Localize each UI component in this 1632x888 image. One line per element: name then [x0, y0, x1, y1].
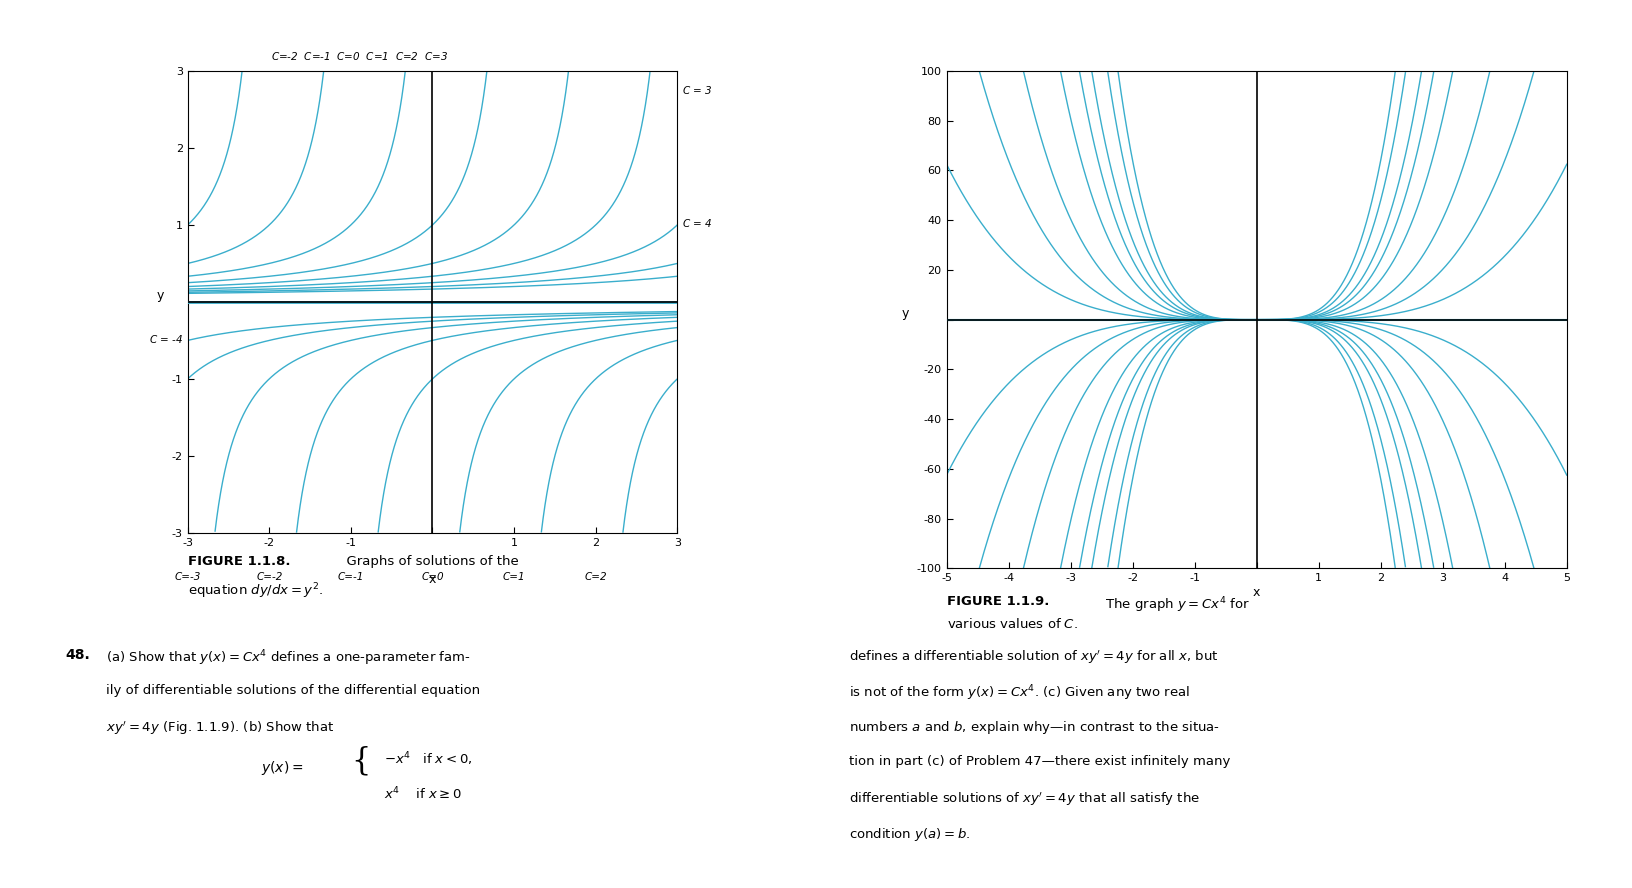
Text: $C$ = 4: $C$ = 4	[682, 218, 713, 229]
Text: $C$=-2  $C$=-1  $C$=0  $C$=1  $C$=2  $C$=3: $C$=-2 $C$=-1 $C$=0 $C$=1 $C$=2 $C$=3	[271, 50, 447, 62]
Text: 48.: 48.	[65, 648, 90, 662]
X-axis label: x: x	[1253, 586, 1260, 599]
Text: differentiable solutions of $xy' = 4y$ that all satisfy the: differentiable solutions of $xy' = 4y$ t…	[849, 790, 1200, 808]
Text: FIGURE 1.1.8.: FIGURE 1.1.8.	[188, 555, 290, 568]
Text: Graphs of solutions of the: Graphs of solutions of the	[338, 555, 519, 568]
Text: is not of the form $y(x) = Cx^4$. (c) Given any two real: is not of the form $y(x) = Cx^4$. (c) Gi…	[849, 684, 1190, 703]
Text: condition $y(a) = b$.: condition $y(a) = b$.	[849, 826, 969, 843]
Text: (a) Show that $y(x) = Cx^4$ defines a one-parameter fam-: (a) Show that $y(x) = Cx^4$ defines a on…	[106, 648, 470, 668]
Text: The graph $y = Cx^4$ for: The graph $y = Cx^4$ for	[1097, 595, 1250, 614]
Text: various values of $C$.: various values of $C$.	[947, 617, 1077, 631]
Text: $C$ = -4: $C$ = -4	[149, 333, 183, 345]
Text: ily of differentiable solutions of the differential equation: ily of differentiable solutions of the d…	[106, 684, 480, 697]
Y-axis label: y: y	[902, 306, 909, 320]
X-axis label: x: x	[429, 573, 436, 586]
Text: C=-1: C=-1	[338, 572, 364, 582]
Text: FIGURE 1.1.9.: FIGURE 1.1.9.	[947, 595, 1049, 608]
Text: C=0: C=0	[421, 572, 444, 582]
Text: defines a differentiable solution of $xy' = 4y$ for all $x$, but: defines a differentiable solution of $xy…	[849, 648, 1217, 666]
Text: C=2: C=2	[584, 572, 607, 582]
Y-axis label: y: y	[157, 289, 165, 302]
Text: C=-2: C=-2	[256, 572, 282, 582]
Text: numbers $a$ and $b$, explain why—in contrast to the situa-: numbers $a$ and $b$, explain why—in cont…	[849, 719, 1219, 736]
Text: equation $dy/dx = y^2$.: equation $dy/dx = y^2$.	[188, 582, 323, 601]
Text: $-x^4$   if $x < 0,$: $-x^4$ if $x < 0,$	[384, 750, 472, 768]
Text: $C$ = 3: $C$ = 3	[682, 83, 713, 96]
Text: $xy' = 4y$ (Fig. 1.1.9). (b) Show that: $xy' = 4y$ (Fig. 1.1.9). (b) Show that	[106, 719, 335, 737]
Text: $x^4$    if $x \geq 0$: $x^4$ if $x \geq 0$	[384, 786, 462, 803]
Text: C=1: C=1	[503, 572, 526, 582]
Text: $y(x) =$: $y(x) =$	[261, 759, 304, 777]
Text: C=-3: C=-3	[175, 572, 201, 582]
Text: tion in part (c) of Problem 47—there exist infinitely many: tion in part (c) of Problem 47—there exi…	[849, 755, 1231, 768]
Text: {: {	[351, 746, 370, 777]
